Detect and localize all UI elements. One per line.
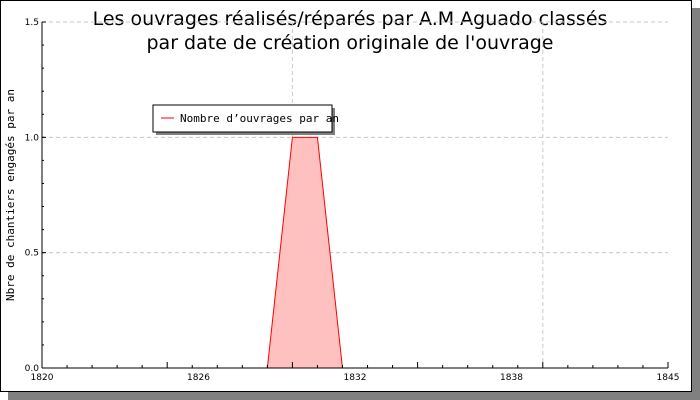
x-tick-label: 1832 xyxy=(344,373,367,383)
x-tick-label: 1826 xyxy=(187,373,210,383)
chart-frame xyxy=(0,0,692,392)
x-tick-label: 1820 xyxy=(31,373,54,383)
y-axis-label: Nbre de chantiers engagés par an xyxy=(4,89,17,301)
x-tick-label: 1838 xyxy=(500,373,523,383)
y-tick-label: 0.5 xyxy=(25,249,39,259)
y-tick-label: 1.5 xyxy=(25,18,39,28)
chart-title-line-1: Les ouvrages réalisés/réparés par A.M Ag… xyxy=(92,8,608,30)
y-tick-label: 0.0 xyxy=(25,364,40,374)
x-tick-label: 1845 xyxy=(657,373,680,383)
y-tick-label: 1.0 xyxy=(25,133,40,143)
series-area xyxy=(267,137,343,368)
legend-label: Nombre d’ouvrages par an xyxy=(180,112,339,125)
legend-box xyxy=(152,104,333,133)
series-line xyxy=(266,136,343,369)
chart-title-line-2: par date de création originale de l'ouvr… xyxy=(146,32,554,54)
